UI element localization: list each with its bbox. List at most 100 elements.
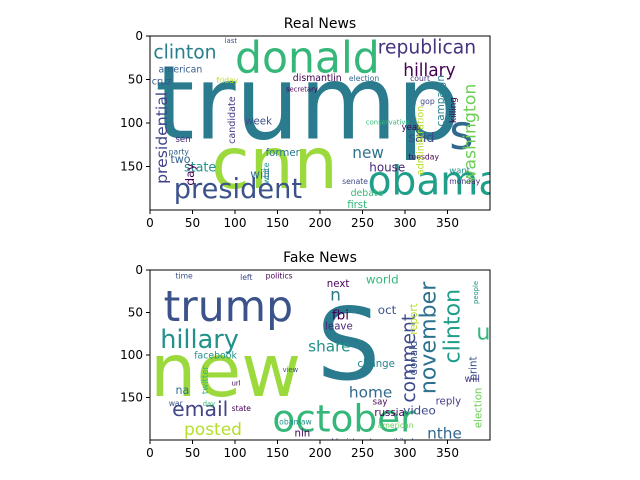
word-conservative: conservative <box>366 119 410 127</box>
y-tick-label: 150 <box>120 391 143 405</box>
x-tick-label: 200 <box>309 216 332 230</box>
x-tick-label: 300 <box>394 216 417 230</box>
x-tick-label: 100 <box>224 446 247 460</box>
word-print: print <box>468 357 479 381</box>
y-tick-label: 150 <box>120 160 143 174</box>
word-people: people <box>472 281 480 304</box>
word-view: view <box>283 366 299 374</box>
y-tick-label: 100 <box>120 116 143 130</box>
word-war: war <box>169 399 184 408</box>
x-tick-label: 150 <box>266 216 289 230</box>
word-world: world <box>366 273 399 287</box>
word-american: american <box>159 64 203 75</box>
x-tick-label: 150 <box>266 446 289 460</box>
x-tick-label: 350 <box>436 216 459 230</box>
x-tick-label: 350 <box>436 446 459 460</box>
fake-news-panel: Fake News Snewtrumpoctoberhillaryemailno… <box>120 250 491 460</box>
word-president: president <box>174 173 302 205</box>
word-russia: russia <box>374 408 404 419</box>
word-party: party <box>169 147 190 156</box>
word-former: former <box>266 147 301 159</box>
word-add: add <box>325 437 338 445</box>
word-administration: administration <box>416 106 427 175</box>
word-obamaw: obamaw <box>279 418 312 427</box>
word-sen: sen <box>176 135 191 145</box>
word-american: american <box>378 421 414 430</box>
x-tick-label: 0 <box>146 216 154 230</box>
word-gop: gop <box>420 97 434 106</box>
word-first: first <box>347 199 367 211</box>
fake-news-x-axis: 0 50 100 150 200 250 300 350 <box>146 440 459 460</box>
word-hillary: hillary <box>403 61 455 81</box>
word-obama: obama <box>368 158 503 205</box>
word-twitter: twitter <box>201 366 211 395</box>
word-pinterest: pinterest <box>342 437 373 445</box>
word-S: S <box>317 286 381 403</box>
word-said: said <box>408 131 434 146</box>
word-time: time <box>176 272 194 281</box>
fake-news-title: Fake News <box>283 250 357 266</box>
word-share: share <box>308 338 350 356</box>
x-tick-label: 200 <box>309 446 332 460</box>
word-day: day <box>203 400 216 408</box>
word-cruz: cruz <box>152 77 172 88</box>
word-nthe: nthe <box>427 424 462 442</box>
y-tick-label: 50 <box>128 306 143 320</box>
x-tick-label: 250 <box>351 446 374 460</box>
word-trump: trump <box>155 44 460 163</box>
word-presidential: presidential <box>153 92 171 184</box>
word-home: home <box>349 384 392 402</box>
y-tick-label: 100 <box>120 348 143 362</box>
word-election: election <box>349 74 379 83</box>
word-last: last <box>225 37 238 45</box>
word-candidate: candidate <box>227 96 238 144</box>
word-debate: debate <box>351 188 384 199</box>
word-election: election <box>474 388 485 428</box>
word-report: report <box>409 303 420 334</box>
x-tick-label: 50 <box>185 446 200 460</box>
word-n: n <box>330 286 341 306</box>
word-october: october <box>272 397 416 441</box>
word-senate: senate <box>342 177 368 186</box>
y-tick-label: 0 <box>135 29 143 43</box>
word-clinton: clinton <box>439 289 465 364</box>
word-day: day <box>183 163 197 185</box>
word-article: article <box>244 444 265 452</box>
word-house: house <box>369 161 405 175</box>
x-tick-label: 0 <box>146 446 154 460</box>
x-tick-label: 50 <box>185 216 200 230</box>
word-washington: washington <box>461 84 481 184</box>
x-tick-label: 300 <box>394 446 417 460</box>
word-state: state <box>184 161 216 176</box>
word-s: s <box>449 106 473 162</box>
word-republican: republican <box>378 36 476 58</box>
word-politics: politics <box>266 272 293 281</box>
word-na: na <box>176 384 190 397</box>
word-leave: leave <box>325 322 353 333</box>
real-news-title: Real News <box>284 16 356 32</box>
word-campaign: campaign <box>435 75 447 126</box>
word-killing: killing <box>449 97 459 123</box>
word-state: state <box>232 404 252 413</box>
word-comment: comment <box>399 314 420 403</box>
word-posted: posted <box>184 420 242 440</box>
word-donald: donald <box>409 341 420 376</box>
word-monday: monday <box>449 177 480 186</box>
y-tick-label: 0 <box>135 263 143 277</box>
fake-news-y-axis: 0 50 100 150 <box>120 263 150 405</box>
word-new: new <box>352 144 384 162</box>
real-news-y-axis: 0 50 100 150 <box>120 29 150 174</box>
word-new: new <box>150 329 301 414</box>
word-trump: trump <box>164 283 293 332</box>
word-friday: friday <box>216 76 238 85</box>
word-court: court <box>410 74 430 83</box>
word-cnn: cnn <box>211 122 338 205</box>
word-week: week <box>245 116 272 128</box>
word-year: year <box>402 123 421 133</box>
x-tick-label: 250 <box>351 216 374 230</box>
